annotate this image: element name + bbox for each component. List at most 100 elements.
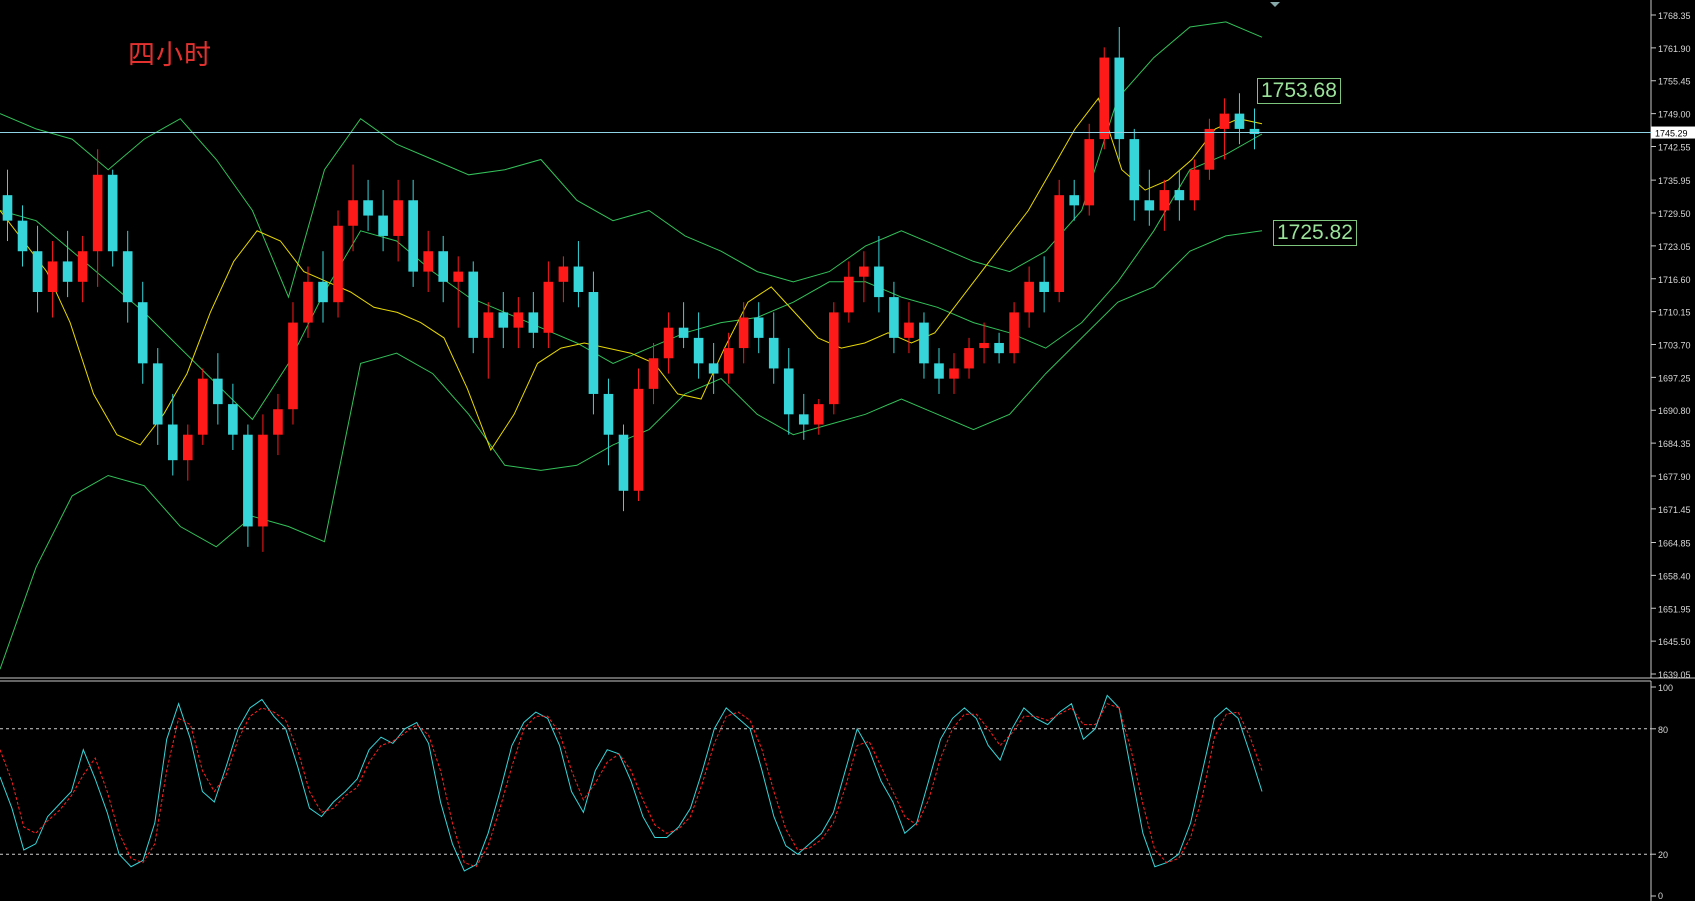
price-tick-label: 1697.25 (1658, 373, 1691, 383)
candle-body (62, 261, 73, 282)
candle-body (167, 424, 178, 461)
candle-body (1249, 128, 1260, 135)
price-axis-ticks: 1768.35 1761.90 1755.45 1749.00 1742.55 1735.… (1651, 11, 1691, 680)
candle-body (693, 337, 704, 364)
candle-body (573, 266, 584, 293)
candle-body (874, 266, 884, 298)
candle-body (648, 358, 659, 389)
candle-body (2, 195, 13, 221)
candle-body (904, 322, 914, 338)
candle-body (588, 292, 599, 394)
bollinger-middle-line (0, 133, 1263, 421)
candle-body (844, 276, 854, 313)
stoch-signal-line (0, 703, 1263, 868)
candle-body (213, 378, 223, 405)
candle-body (1009, 312, 1019, 354)
stoch-tick-label: 80 (1658, 725, 1668, 735)
current-price-line: 1745.29 (0, 126, 1695, 139)
bollinger-upper-line (0, 21, 1263, 299)
candle-body (738, 317, 749, 349)
candle-body (1204, 128, 1215, 170)
price-tick-label: 1710.15 (1658, 308, 1691, 318)
price-tick-label: 1761.90 (1658, 44, 1691, 54)
stochastic-panel: 100 80 20 0 (0, 681, 1673, 901)
candle-body (1054, 195, 1064, 293)
upper-band-label: 1753.68 (1257, 78, 1341, 104)
candle-body (273, 409, 283, 435)
candle-body (453, 271, 464, 282)
stoch-main-line (0, 694, 1263, 872)
candle-body (618, 434, 629, 491)
candle-body (543, 281, 554, 333)
price-tick-label: 1703.70 (1658, 341, 1691, 351)
timeframe-title: 四小时 (128, 40, 212, 71)
price-tick-label: 1755.45 (1658, 77, 1691, 87)
candle-body (243, 434, 253, 527)
candle-body (468, 271, 479, 338)
candle-body (558, 266, 569, 282)
candle-body (964, 348, 974, 369)
price-tick-label: 1768.35 (1658, 11, 1691, 21)
current-price-value: 1745.29 (1655, 129, 1688, 139)
shift-marker-icon[interactable] (1270, 2, 1280, 7)
candle-body (889, 297, 899, 338)
price-tick-label: 1684.35 (1658, 439, 1691, 449)
candle-body (288, 322, 298, 410)
bollinger-bands (0, 21, 1263, 670)
candle-body (92, 174, 103, 252)
candle-body (708, 363, 719, 374)
candle-body (303, 281, 313, 323)
price-tick-label: 1749.00 (1658, 110, 1691, 120)
candle-body (228, 404, 238, 435)
price-tick-label: 1742.55 (1658, 142, 1691, 152)
bollinger-lower-line (0, 230, 1263, 670)
candle-body (393, 200, 403, 236)
price-tick-label: 1671.45 (1658, 505, 1691, 515)
candle-body (32, 251, 43, 293)
candle-body (137, 302, 148, 364)
candle-body (753, 317, 764, 338)
candle-body (1114, 57, 1125, 140)
candle-body (678, 327, 689, 338)
price-tick-label: 1690.80 (1658, 406, 1691, 416)
candle-body (1129, 139, 1140, 201)
price-tick-label: 1723.05 (1658, 242, 1691, 252)
price-panel (0, 0, 1695, 682)
candle-body (829, 312, 839, 405)
candle-body (768, 337, 779, 369)
candle-body (723, 348, 734, 374)
candle-body (1024, 281, 1034, 313)
candle-body (1069, 195, 1080, 206)
candlesticks (2, 26, 1260, 552)
candle-body (813, 404, 824, 425)
candle-body (934, 363, 944, 379)
price-tick-label: 1735.95 (1658, 176, 1691, 186)
price-tick-label: 1664.85 (1658, 539, 1691, 549)
candle-body (408, 200, 418, 272)
candle-body (603, 393, 614, 435)
lower-band-label: 1725.82 (1273, 220, 1357, 246)
candle-body (1234, 113, 1245, 129)
candle-body (1174, 190, 1185, 201)
candle-body (483, 312, 494, 338)
candle-body (107, 174, 118, 252)
price-panel-background (0, 0, 1651, 678)
price-tick-label: 1651.95 (1658, 604, 1691, 614)
candle-body (348, 200, 358, 226)
candle-body (333, 225, 343, 303)
candle-body (378, 215, 388, 236)
candle-body (182, 434, 193, 461)
candle-body (663, 327, 674, 359)
candle-body (1189, 169, 1200, 201)
candle-body (122, 251, 133, 303)
candle-body (513, 312, 524, 328)
candle-body (783, 368, 794, 415)
candle-body (318, 281, 328, 303)
candle-body (77, 251, 88, 282)
candle-body (1144, 200, 1155, 211)
current-price-tag (1651, 126, 1695, 139)
price-tick-label: 1677.90 (1658, 472, 1691, 482)
stoch-tick-label: 100 (1658, 683, 1673, 693)
candle-body (1039, 281, 1049, 293)
candle-body (994, 342, 1004, 354)
